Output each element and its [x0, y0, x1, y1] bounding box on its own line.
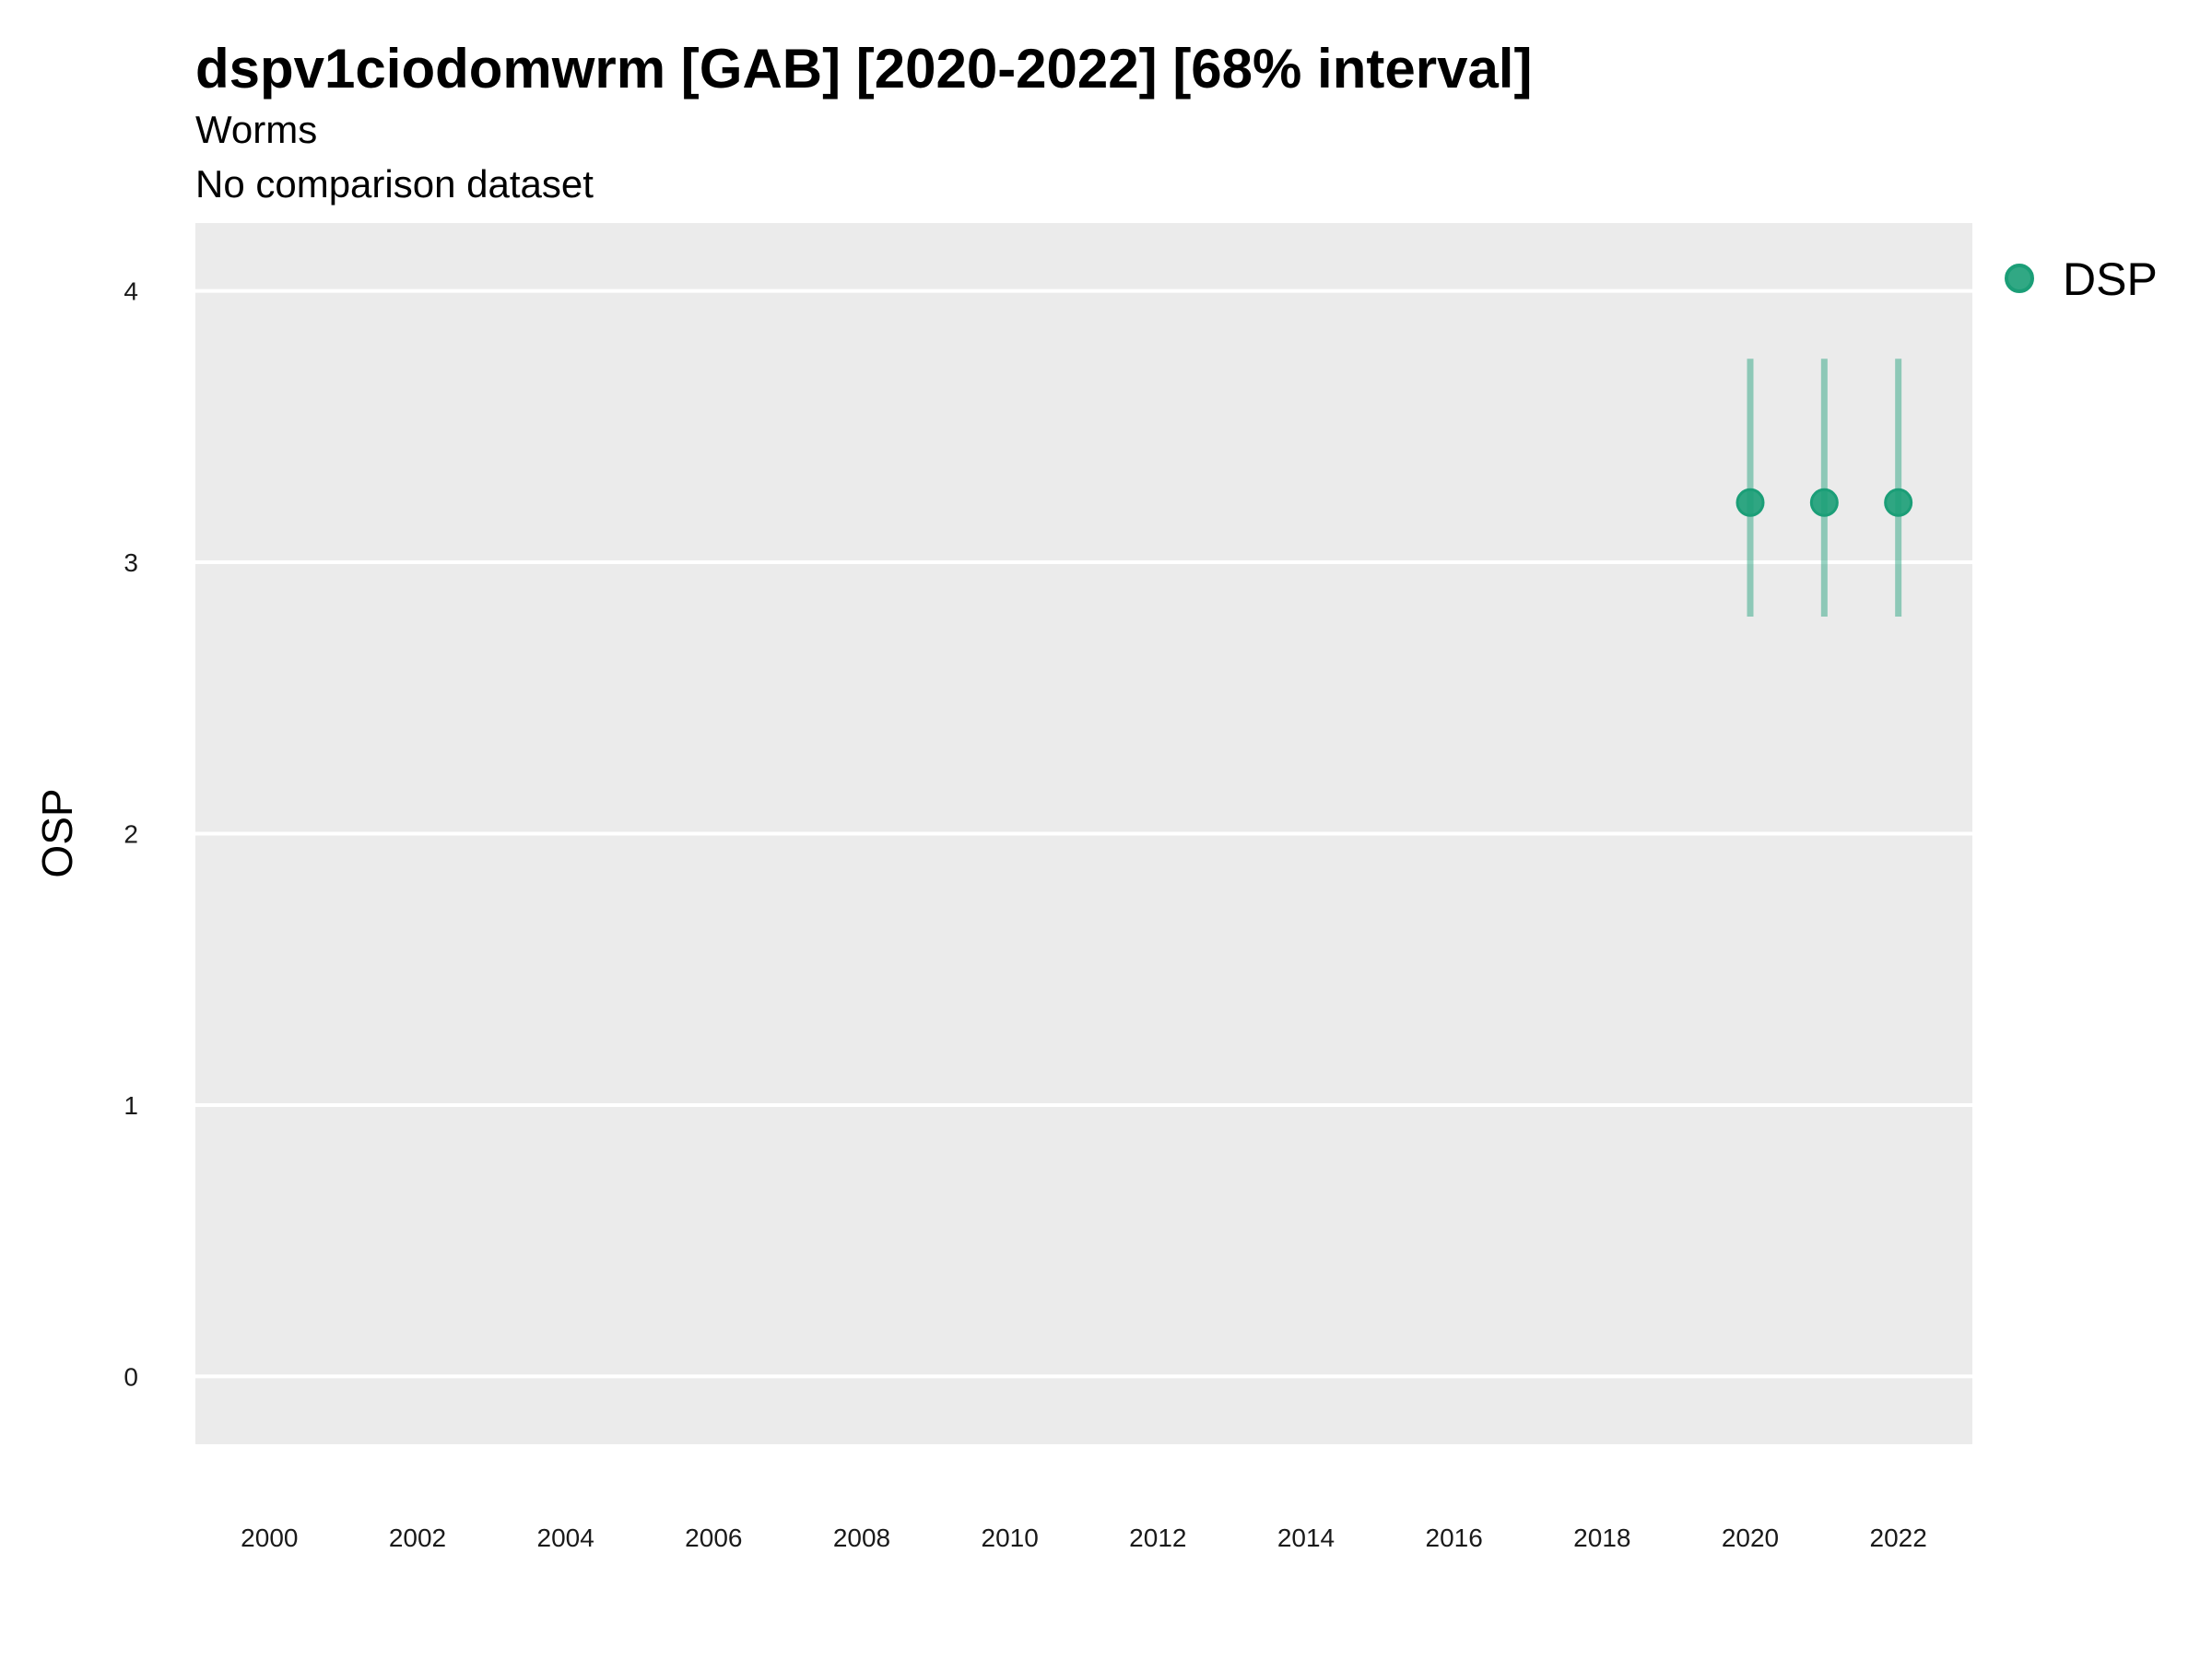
y-tick-label: 1 [124, 1091, 138, 1120]
y-tick-label: 4 [124, 277, 138, 306]
x-tick-label: 2006 [685, 1524, 742, 1552]
gridlines [195, 288, 1972, 1379]
x-tick-label: 2010 [982, 1524, 1039, 1552]
data-point [1735, 488, 1765, 517]
y-tick-label: 0 [124, 1362, 138, 1391]
y-tick-label: 2 [124, 820, 138, 849]
legend-swatch-dsp [2005, 264, 2034, 293]
x-tick-label: 2018 [1573, 1524, 1630, 1552]
data-point [1884, 488, 1913, 517]
x-tick-label: 2002 [389, 1524, 446, 1552]
x-tick-label: 2008 [833, 1524, 890, 1552]
y-tick-label: 3 [124, 548, 138, 577]
chart-subtitle: Worms [195, 108, 317, 151]
x-tick-label: 2012 [1129, 1524, 1186, 1552]
chart-caption: No comparison dataset [195, 162, 594, 206]
series-dsp [1735, 359, 1913, 617]
x-tick-label: 2020 [1722, 1524, 1779, 1552]
y-axis-ticks: 0 1 2 3 4 [124, 277, 138, 1392]
y-axis-title: OSP [33, 788, 81, 877]
legend: DSP [2005, 253, 2158, 305]
chart-title: dspv1ciodomwrm [GAB] [2020-2022] [68% in… [195, 38, 1532, 100]
x-tick-label: 2004 [537, 1524, 594, 1552]
data-point [1809, 488, 1839, 517]
x-tick-label: 2016 [1426, 1524, 1483, 1552]
x-tick-label: 2014 [1277, 1524, 1335, 1552]
legend-label-dsp: DSP [2063, 253, 2158, 305]
x-axis-ticks: 2000 2002 2004 2006 2008 2010 2012 2014 2016 2018… [241, 1524, 1927, 1552]
x-tick-label: 2000 [241, 1524, 298, 1552]
x-tick-label: 2022 [1870, 1524, 1927, 1552]
